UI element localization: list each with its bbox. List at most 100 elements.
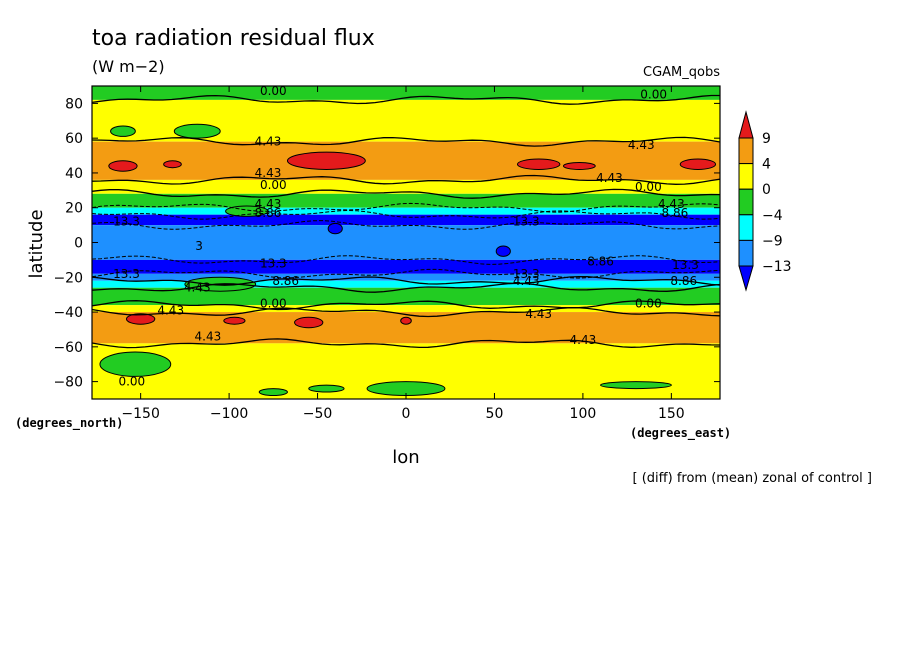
contour-label-0: 0.00: [260, 84, 287, 98]
contour-label-27: 4.43: [525, 307, 552, 321]
contour-line-58: [91, 136, 721, 147]
contour-line-82: [91, 94, 720, 105]
contour-label-3: 4.43: [628, 138, 655, 152]
colorbar: 9 4 0 −4 −9 −13: [738, 110, 792, 292]
contour-line--58: [91, 338, 721, 349]
contour-line--22: [91, 275, 721, 286]
contour-label-10: 8.86: [255, 206, 282, 220]
contour-patch-9: [400, 316, 412, 325]
x-axis-unit-label: (degrees_east): [630, 426, 731, 441]
y-tick-label: 0: [74, 236, 83, 252]
contour-line-10: [91, 220, 721, 230]
y-tick-label: −40: [53, 305, 83, 321]
contour-patch-12: [99, 351, 172, 377]
zonal-band-8: [92, 259, 720, 274]
contour-label-2: 4.43: [255, 135, 282, 149]
zonal-band-3: [92, 179, 720, 194]
contour-label-9: 4.43: [658, 197, 685, 211]
contour-label-21: 4.43: [513, 274, 540, 288]
colorbar-arrow-top: [738, 110, 754, 139]
contour-label-22: 8.86: [670, 274, 697, 288]
contour-label-19: 13.3: [513, 267, 540, 281]
contour-label-28: 4.43: [195, 329, 222, 343]
contour-label-1: 0.00: [640, 88, 667, 102]
contour-patch-0: [108, 160, 138, 172]
chart-title: toa radiation residual flux: [92, 26, 375, 51]
contour-label-29: 4.43: [570, 333, 597, 347]
contour-label-7: 0.00: [635, 180, 662, 194]
colorbar-label: −9: [762, 233, 783, 249]
contour-patch-10: [110, 125, 136, 137]
plot-area: 0.00 0.004.43 4.434.43 4.430.00 0.004.43 4.43…: [91, 84, 721, 400]
x-axis-label: lon: [392, 447, 419, 468]
x-tick-label: 150: [658, 406, 685, 422]
x-tick-label: −50: [303, 406, 333, 422]
x-tick-label: 100: [570, 406, 597, 422]
y-tick-label: −20: [53, 270, 83, 286]
zonal-band-0: [92, 86, 720, 100]
contour-patch-4: [163, 160, 182, 169]
y-tick-label: 40: [65, 166, 83, 182]
contour-label-12: 13.3: [113, 215, 140, 229]
zonal-band-2: [92, 141, 720, 180]
contour-label-13: 13.3: [513, 215, 540, 229]
chart-units: (W m−2): [92, 57, 165, 76]
contour-label-14: 3: [195, 239, 203, 253]
contour-label-8: 4.43: [255, 197, 282, 211]
contour-patch-14: [308, 384, 345, 393]
contour-line-16: [91, 209, 721, 220]
contour-patch-13: [258, 388, 288, 397]
colorbar-label: 4: [762, 157, 771, 173]
zonal-band-7: [92, 225, 720, 260]
y-tick-label: 60: [65, 131, 83, 147]
colorbar-arrow-bottom: [738, 265, 754, 292]
contour-label-4: 4.43: [255, 166, 282, 180]
contour-label-17: 13.3: [672, 258, 699, 272]
x-tick-label: −100: [210, 406, 248, 422]
contour-line--18: [91, 268, 721, 279]
contour-label-30: 0.00: [118, 375, 145, 389]
colorbar-segment-3: [738, 188, 754, 216]
y-tick-label: 80: [65, 96, 83, 112]
contour-label-23: 4.43: [184, 281, 211, 295]
contour-patch-5: [562, 162, 596, 170]
contour-patch-7: [294, 316, 324, 329]
contour-label-11: 8.86: [662, 206, 689, 220]
y-tick-label: −60: [53, 340, 83, 356]
zonal-band-5: [92, 207, 720, 215]
contour-line--40: [91, 307, 721, 318]
contour-line-28: [91, 188, 721, 199]
colorbar-segment-5: [738, 239, 754, 267]
y-tick-label: −80: [53, 375, 83, 391]
contour-label-18: 13.3: [113, 267, 140, 281]
x-tick-label: −150: [121, 406, 159, 422]
zonal-band-9: [92, 273, 720, 281]
contour-patch-8: [223, 316, 246, 325]
x-tick-label: 0: [402, 406, 411, 422]
contour-label-5: 4.43: [596, 171, 623, 185]
colorbar-segment-2: [738, 163, 754, 190]
contour-patch-2: [516, 158, 561, 170]
contour-patch-3: [679, 158, 717, 170]
zonal-band-11: [92, 287, 720, 306]
contour-patch-6: [125, 313, 156, 325]
contour-patch-1: [286, 151, 366, 170]
footnote: [ (diff) from (mean) zonal of control ]: [633, 471, 872, 486]
contour-label-26: 4.43: [157, 303, 184, 317]
zonal-band-12: [92, 305, 720, 313]
x-tick-label: 50: [486, 406, 504, 422]
contour-line--26: [91, 282, 721, 293]
contour-label-16: 8.86: [587, 255, 614, 269]
contour-label-6: 0.00: [260, 178, 287, 192]
zonal-band-13: [92, 312, 720, 344]
contour-line--10: [91, 255, 721, 265]
contour-patch-16: [600, 381, 672, 390]
dataset-label: CGAM_qobs: [643, 65, 720, 80]
colorbar-label: 9: [762, 131, 771, 147]
zonal-band-10: [92, 280, 720, 288]
contour-line--36: [91, 300, 721, 311]
contour-line-20: [91, 202, 721, 213]
y-axis-ticks: −80 −60 −40 −20 0 20 40 60 80: [53, 96, 720, 391]
colorbar-segment-4: [738, 214, 754, 241]
